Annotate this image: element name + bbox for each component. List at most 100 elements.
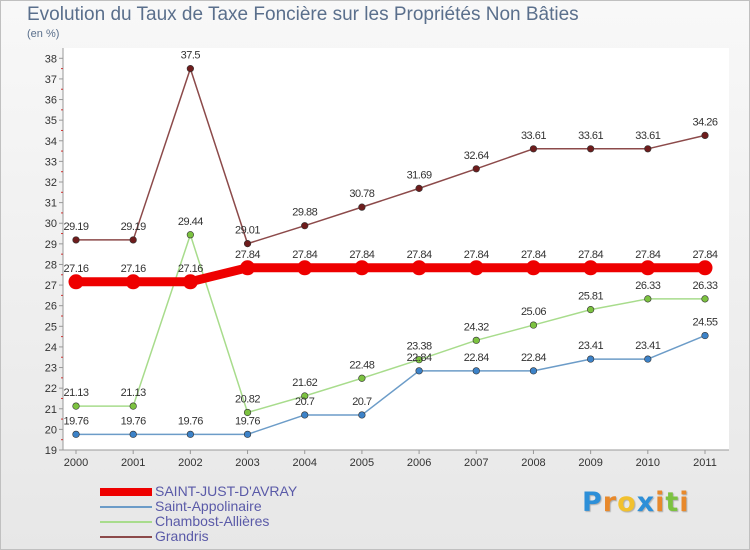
data-point bbox=[701, 331, 709, 340]
data-label: 26.33 bbox=[635, 280, 660, 292]
data-point bbox=[186, 430, 194, 438]
y-tick-label: 38 bbox=[45, 53, 57, 65]
data-point bbox=[644, 145, 652, 153]
x-tick-label: 2001 bbox=[121, 457, 145, 469]
data-point bbox=[182, 274, 198, 290]
y-tick-label: 29 bbox=[45, 239, 57, 251]
data-point bbox=[129, 402, 137, 410]
data-point bbox=[68, 274, 84, 290]
data-label: 27.84 bbox=[521, 249, 546, 261]
y-tick-label: 22 bbox=[45, 383, 57, 395]
data-label: 27.84 bbox=[692, 249, 717, 261]
data-point bbox=[644, 355, 652, 363]
x-tick-label: 2002 bbox=[178, 457, 202, 469]
x-tick-label: 2010 bbox=[636, 457, 660, 469]
data-label: 22.84 bbox=[407, 352, 432, 364]
data-point bbox=[644, 295, 652, 303]
x-tick-label: 2004 bbox=[292, 457, 316, 469]
y-tick-label: 25 bbox=[45, 321, 57, 333]
data-label: 19.76 bbox=[63, 415, 88, 427]
data-point bbox=[186, 65, 194, 73]
x-tick-label: 2009 bbox=[578, 457, 602, 469]
data-point bbox=[472, 165, 480, 173]
x-tick-label: 2006 bbox=[407, 457, 431, 469]
series-line bbox=[76, 263, 705, 287]
data-point bbox=[72, 236, 80, 244]
series-line bbox=[76, 334, 706, 436]
x-tick-label: 2011 bbox=[693, 457, 717, 469]
data-point bbox=[697, 260, 713, 276]
data-label: 27.84 bbox=[464, 249, 489, 261]
data-label: 29.19 bbox=[63, 221, 88, 233]
data-label: 27.84 bbox=[235, 249, 260, 261]
data-point bbox=[186, 231, 194, 239]
data-point bbox=[297, 260, 313, 276]
data-point bbox=[125, 274, 141, 290]
proxiti-logo: Proxiti bbox=[582, 487, 690, 518]
chart-subtitle: (en %) bbox=[27, 28, 60, 40]
line-chart: 19 20 21 22 23 24 25 26 27 28 29 30 31 32 33 34 35 36 37 38… bbox=[45, 48, 729, 469]
y-tick-label: 21 bbox=[45, 404, 57, 416]
data-point bbox=[354, 260, 370, 276]
y-tick-label: 20 bbox=[45, 424, 57, 436]
data-label: 29.01 bbox=[235, 225, 260, 237]
legend-swatch bbox=[100, 506, 152, 508]
data-label: 25.06 bbox=[521, 306, 546, 318]
series-line bbox=[76, 234, 705, 414]
data-point bbox=[529, 321, 538, 329]
data-label: 20.82 bbox=[235, 393, 260, 405]
data-point bbox=[301, 411, 309, 419]
y-tick-label: 30 bbox=[45, 218, 57, 230]
data-point bbox=[529, 145, 538, 153]
series-2: 21.13 21.13 29.44 20.82 21.62 22.48 23.38 24.32… bbox=[63, 216, 718, 417]
data-point bbox=[587, 145, 595, 153]
data-label: 24.55 bbox=[692, 317, 717, 329]
data-point bbox=[587, 355, 595, 363]
data-label: 27.84 bbox=[578, 249, 603, 261]
series-3: 29.19 29.19 37.5 29.01 29.88 30.78 31.69 32.64 3… bbox=[63, 50, 718, 248]
data-point bbox=[415, 184, 423, 192]
data-point bbox=[358, 411, 366, 419]
data-label: 20.7 bbox=[352, 396, 372, 408]
data-point bbox=[301, 392, 309, 400]
legend-swatch bbox=[100, 521, 152, 523]
legend-label: Chambost-Allières bbox=[155, 513, 270, 529]
y-tick-label: 28 bbox=[45, 259, 57, 271]
y-tick-label: 31 bbox=[45, 198, 57, 210]
x-tick-label: 2003 bbox=[235, 457, 259, 469]
y-tick-label: 23 bbox=[45, 363, 57, 375]
data-label: 33.61 bbox=[521, 130, 546, 142]
data-label: 23.41 bbox=[578, 340, 603, 352]
x-tick-label: 2008 bbox=[521, 457, 545, 469]
data-point bbox=[415, 367, 423, 375]
data-point bbox=[129, 236, 137, 244]
data-point bbox=[411, 260, 427, 276]
y-tick-label: 19 bbox=[45, 445, 57, 457]
data-label: 30.78 bbox=[349, 188, 374, 200]
y-tick-label: 37 bbox=[45, 74, 57, 86]
data-point bbox=[529, 367, 538, 375]
y-tick-label: 33 bbox=[45, 156, 57, 168]
data-point bbox=[640, 260, 656, 276]
data-label: 22.84 bbox=[521, 352, 546, 364]
data-label: 21.62 bbox=[292, 377, 317, 389]
y-tick-label: 32 bbox=[45, 177, 57, 189]
data-label: 20.7 bbox=[295, 396, 315, 408]
x-tick-label: 2007 bbox=[464, 457, 488, 469]
data-label: 27.84 bbox=[407, 249, 432, 261]
data-label: 27.16 bbox=[63, 263, 88, 275]
data-label: 22.48 bbox=[349, 359, 374, 371]
data-point bbox=[129, 430, 137, 438]
legend-swatch bbox=[100, 536, 152, 538]
data-label: 24.32 bbox=[464, 321, 489, 333]
chart-title: Evolution du Taux de Taxe Foncière sur l… bbox=[27, 4, 579, 25]
data-label: 27.84 bbox=[292, 249, 317, 261]
x-tick-label: 2005 bbox=[350, 457, 374, 469]
legend-swatch bbox=[100, 488, 152, 496]
data-point bbox=[72, 430, 80, 438]
series-0: 27.16 27.16 27.16 27.84 27.84 27.84 27.84 27.84… bbox=[63, 249, 718, 290]
data-label: 26.33 bbox=[692, 280, 717, 292]
data-label: 29.88 bbox=[292, 207, 317, 219]
data-point bbox=[358, 374, 366, 382]
data-label: 19.76 bbox=[235, 415, 260, 427]
